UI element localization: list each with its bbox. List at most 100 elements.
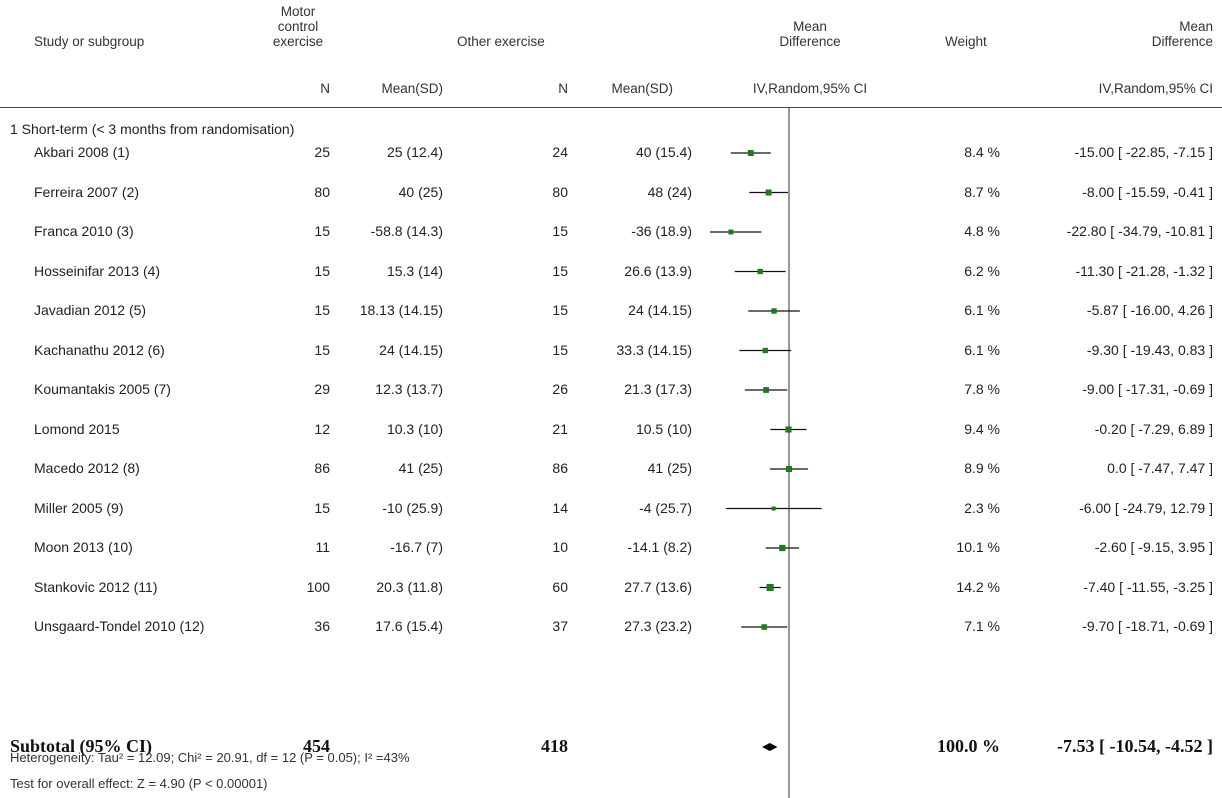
effect-marker: [785, 426, 792, 433]
header-group2: Other exercise: [457, 34, 545, 49]
row-n2: 15: [552, 341, 568, 358]
row-name: Koumantakis 2005 (7): [34, 381, 171, 397]
row-name: Javadian 2012 (5): [34, 302, 147, 318]
subtotal-ci: -7.53 [ -10.54, -4.52 ]: [1057, 736, 1213, 756]
row-name: Miller 2005 (9): [34, 499, 124, 516]
overall-effect-text: Test for overall effect: Z = 4.90 (P < 0…: [10, 776, 268, 791]
header-md-text: Mean Difference: [1110, 19, 1213, 49]
row-m2: 41 (25): [647, 460, 692, 476]
row-n1: 36: [314, 618, 330, 634]
row-name: Macedo 2012 (8): [34, 460, 140, 476]
row-m2: -4 (25.7): [639, 499, 692, 516]
subtotal-n2: 418: [541, 736, 568, 756]
row-n1: 12: [314, 420, 330, 437]
header-group1-line3: exercise: [272, 34, 324, 49]
row-m1: 25 (12.4): [386, 144, 443, 160]
header-md-text-line2: Difference: [1151, 34, 1213, 49]
row-n1: 15: [314, 302, 330, 318]
row-m1: -10 (25.9): [382, 499, 443, 516]
row-m2: 21.3 (17.3): [624, 381, 692, 397]
header-group1-line2: control: [277, 19, 319, 34]
row-n1: 25: [314, 144, 330, 160]
row-ci-text: -2.60 [ -9.15, 3.95 ]: [1094, 539, 1213, 555]
row-weight: 7.1 %: [964, 618, 1000, 634]
subtotal-diamond: [762, 743, 778, 751]
effect-marker: [763, 387, 769, 393]
row-name: Akbari 2008 (1): [34, 144, 130, 160]
effect-marker: [771, 506, 776, 511]
header-n1: N: [320, 81, 330, 96]
row-weight: 9.4 %: [964, 420, 1000, 437]
row-weight: 2.3 %: [964, 499, 1000, 516]
header-mean2: Mean(SD): [611, 81, 673, 96]
row-n2: 86: [552, 460, 568, 476]
row-name: Hosseinifar 2013 (4): [34, 262, 161, 279]
header-study: Study or subgroup: [34, 34, 145, 49]
row-n2: 37: [552, 618, 568, 634]
effect-marker: [728, 229, 734, 235]
effect-marker: [757, 268, 763, 275]
row-ci-text: -22.80 [ -34.79, -10.81 ]: [1066, 223, 1213, 239]
row-n1: 15: [314, 499, 330, 516]
subtotal-weight: 100.0 %: [937, 736, 1000, 756]
row-ci-text: -8.00 [ -15.59, -0.41 ]: [1082, 183, 1213, 200]
subtotal-label: Subtotal (95% CI): [10, 736, 153, 756]
row-m2: 40 (15.4): [635, 144, 692, 160]
row-ci-text: -0.20 [ -7.29, 6.89 ]: [1094, 420, 1213, 437]
header-weight: Weight: [945, 34, 987, 49]
row-m2: 10.5 (10): [635, 420, 692, 437]
row-ci-text: -11.30 [ -21.28, -1.32 ]: [1075, 262, 1214, 279]
row-n2: 26: [552, 381, 568, 397]
row-weight: 4.8 %: [964, 223, 1000, 239]
row-n1: 15: [314, 223, 330, 239]
row-n2: 60: [552, 578, 568, 595]
row-m2: 33.3 (14.15): [616, 341, 693, 358]
header-md-plot: Mean Difference: [730, 19, 890, 49]
row-weight: 8.7 %: [964, 183, 1000, 200]
row-ci-text: -9.30 [ -19.43, 0.83 ]: [1086, 341, 1213, 358]
effect-marker: [771, 308, 777, 314]
row-m2: 27.7 (13.6): [624, 578, 692, 595]
row-m1: 24 (14.15): [379, 341, 443, 358]
effect-marker: [747, 150, 754, 156]
row-weight: 10.1 %: [956, 539, 1000, 555]
header-md-plot-line1: Mean: [793, 19, 827, 34]
header-n2: N: [558, 81, 568, 96]
row-n2: 14: [552, 499, 568, 516]
row-ci-text: -9.00 [ -17.31, -0.69 ]: [1082, 381, 1213, 397]
heterogeneity-text: Heterogeneity: Tau² = 12.09; Chi² = 20.9…: [10, 750, 410, 765]
row-n2: 15: [552, 223, 568, 239]
row-m1: 41 (25): [398, 460, 443, 476]
header-md-text-line1: Mean: [1179, 19, 1213, 34]
effect-marker: [785, 465, 793, 473]
header-divider: [0, 107, 1222, 108]
row-name: Franca 2010 (3): [34, 223, 134, 239]
row-weight: 14.2 %: [956, 578, 1000, 595]
header-group1: Motor control exercise: [268, 4, 328, 49]
row-ci-text: -6.00 [ -24.79, 12.79 ]: [1079, 499, 1213, 516]
row-n1: 86: [314, 460, 330, 476]
effect-marker: [762, 347, 768, 354]
row-m1: 40 (25): [398, 183, 443, 200]
row-n1: 80: [314, 183, 330, 200]
effect-marker: [765, 189, 772, 196]
row-m1: 15.3 (14): [386, 262, 443, 279]
header-group1-line1: Motor: [280, 4, 316, 19]
row-m1: 10.3 (10): [386, 420, 443, 437]
row-m1: 17.6 (15.4): [375, 618, 443, 634]
row-m1: 20.3 (11.8): [376, 578, 443, 595]
row-n2: 24: [552, 144, 568, 160]
row-n2: 80: [552, 183, 568, 200]
subtotal-n1: 454: [303, 736, 330, 756]
row-n1: 100: [306, 578, 330, 595]
row-m2: 48 (24): [647, 183, 692, 200]
row-ci-text: -15.00 [ -22.85, -7.15 ]: [1074, 144, 1213, 160]
row-m2: 26.6 (13.9): [624, 262, 692, 279]
row-m1: -16.7 (7): [390, 539, 443, 555]
row-name: Lomond 2015: [34, 420, 120, 437]
effect-marker: [761, 624, 768, 630]
row-weight: 8.4 %: [964, 144, 1000, 160]
row-weight: 6.2 %: [964, 262, 1000, 279]
row-weight: 8.9 %: [964, 460, 1000, 476]
